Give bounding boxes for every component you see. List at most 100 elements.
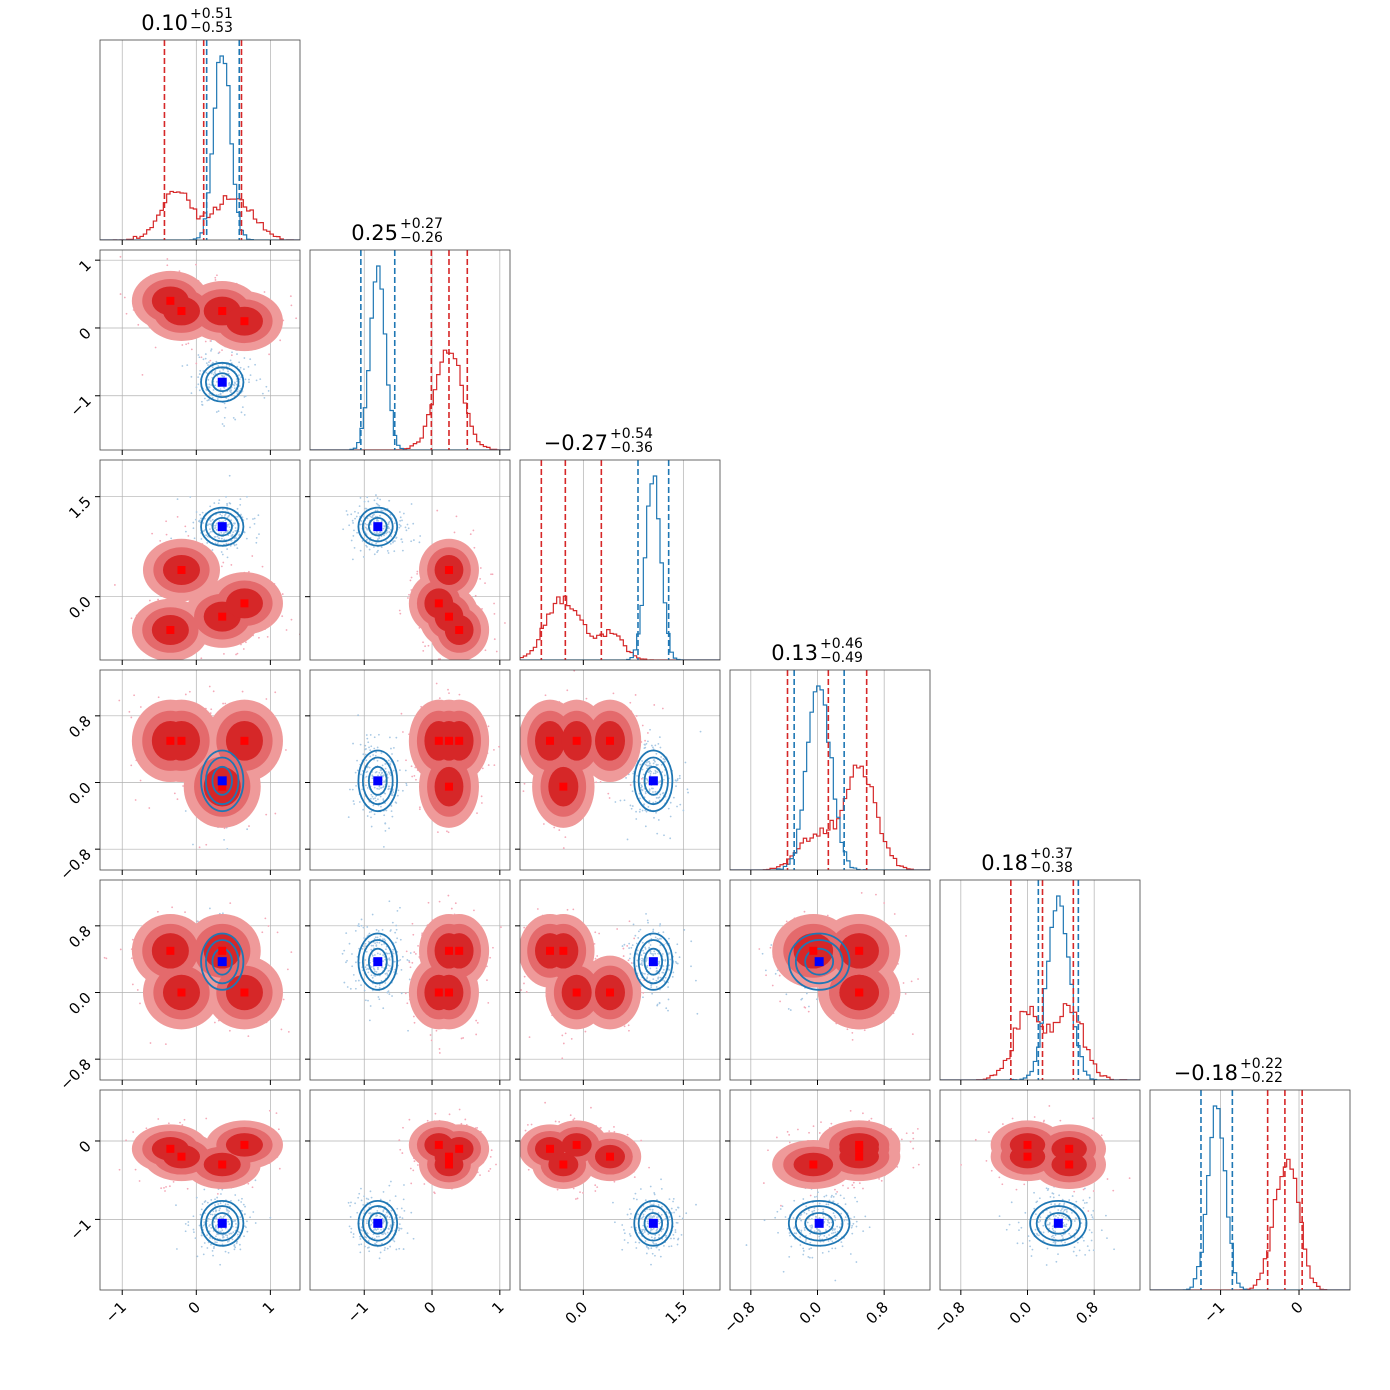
sample-dot-b: [352, 522, 354, 524]
sample-dot-b: [365, 775, 368, 778]
sample-dot-a: [132, 1131, 135, 1133]
sample-dot-b: [221, 423, 224, 425]
sample-dot-a: [599, 780, 602, 783]
sample-dot-b: [357, 979, 360, 982]
sample-dot-b: [210, 348, 213, 351]
sample-dot-b: [199, 1213, 202, 1216]
sample-dot-b: [648, 770, 651, 773]
sample-dot-b: [341, 952, 344, 955]
mode-marker-a: [606, 736, 614, 745]
panel-3-3: [729, 669, 931, 875]
sample-dot-a: [184, 911, 186, 914]
sample-dot-b: [392, 791, 395, 794]
sample-dot-b: [357, 923, 360, 925]
sample-dot-b: [774, 972, 777, 975]
sample-dot-a: [209, 340, 212, 342]
sample-dot-b: [237, 1199, 240, 1202]
sample-dot-b: [674, 951, 677, 954]
sample-dot-b: [371, 516, 374, 518]
sample-dot-a: [264, 917, 267, 920]
sample-dot-a: [400, 712, 403, 715]
sample-dot-a: [487, 725, 490, 728]
sample-dot-b: [354, 771, 357, 774]
sample-dot-b: [350, 513, 353, 516]
sample-dot-b: [189, 496, 192, 498]
sample-dot-b: [376, 509, 379, 512]
sample-dot-a: [209, 359, 212, 362]
sample-dot-b: [393, 540, 396, 542]
sample-dot-b: [368, 932, 371, 935]
sample-dot-b: [238, 374, 240, 377]
sample-dot-a: [139, 779, 142, 782]
sample-dot-b: [378, 986, 381, 989]
panel-1-0: [95, 249, 301, 455]
sample-dot-b: [398, 526, 401, 529]
sample-dot-b: [636, 775, 639, 777]
sample-dot-a: [137, 323, 140, 326]
sample-dot-b: [375, 542, 378, 545]
sample-dot-b: [398, 769, 401, 772]
sample-dot-b: [366, 517, 369, 520]
sample-dot-b: [375, 751, 377, 754]
sample-dot-b: [231, 533, 234, 536]
sample-dot-a: [157, 1118, 160, 1120]
sample-dot-b: [246, 518, 248, 520]
sample-dot-b: [195, 386, 198, 389]
sample-dot-b: [210, 349, 212, 352]
sample-dot-b: [219, 392, 222, 395]
sample-dot-b: [239, 1243, 241, 1246]
sample-dot-b: [371, 795, 374, 798]
sample-dot-a: [130, 716, 133, 719]
sample-dot-a: [131, 938, 134, 941]
sample-dot-b: [210, 372, 213, 375]
sample-dot-a: [261, 931, 264, 934]
sample-dot-a: [504, 622, 506, 624]
sample-dot-b: [208, 361, 210, 364]
sample-dot-a: [165, 520, 168, 523]
sample-dot-b: [419, 535, 422, 537]
sample-dot-a: [413, 951, 416, 954]
sample-dot-a: [405, 759, 407, 762]
sample-dot-a: [486, 979, 488, 982]
sample-dot-b: [201, 404, 204, 406]
sample-dot-a: [437, 658, 440, 660]
contour-b: [633, 749, 674, 813]
sample-dot-b: [354, 987, 357, 990]
sample-dot-b: [246, 828, 249, 831]
sample-dot-b: [655, 986, 658, 988]
sample-dot-b: [669, 815, 672, 818]
sample-dot-b: [644, 763, 647, 766]
sample-dot-b: [381, 509, 384, 512]
sample-dot-b: [366, 538, 368, 541]
sample-dot-b: [676, 805, 678, 808]
sample-dot-a: [803, 910, 806, 913]
sample-dot-b: [382, 954, 385, 956]
sample-dot-b: [206, 542, 209, 544]
sample-dot-b: [614, 801, 617, 803]
sample-dot-b: [202, 1253, 205, 1256]
sample-dot-b: [233, 387, 236, 390]
sample-dot-b: [652, 746, 654, 749]
contour-b: [361, 939, 394, 985]
sample-dot-b: [371, 514, 374, 517]
sample-dot-b: [407, 1029, 409, 1032]
sample-dot-b: [387, 552, 390, 554]
sample-dot-b: [217, 502, 220, 505]
sample-dot-b: [652, 772, 655, 775]
sample-dot-b: [243, 357, 246, 359]
sample-dot-b: [394, 801, 397, 804]
sample-dot-a: [439, 658, 441, 660]
sample-dot-b: [372, 804, 375, 807]
sample-dot-b: [384, 973, 387, 975]
sample-dot-b: [360, 984, 362, 987]
sample-dot-a: [778, 974, 781, 977]
mode-marker-a: [177, 307, 186, 316]
sample-dot-a: [185, 343, 188, 346]
sample-dot-a: [414, 766, 417, 769]
sample-dot-b: [378, 733, 380, 736]
mode-marker-a: [444, 566, 453, 574]
sample-dot-b: [345, 510, 348, 512]
sample-dot-a: [484, 582, 486, 585]
sample-dot-b: [364, 744, 367, 747]
sample-dot-b: [659, 780, 662, 783]
